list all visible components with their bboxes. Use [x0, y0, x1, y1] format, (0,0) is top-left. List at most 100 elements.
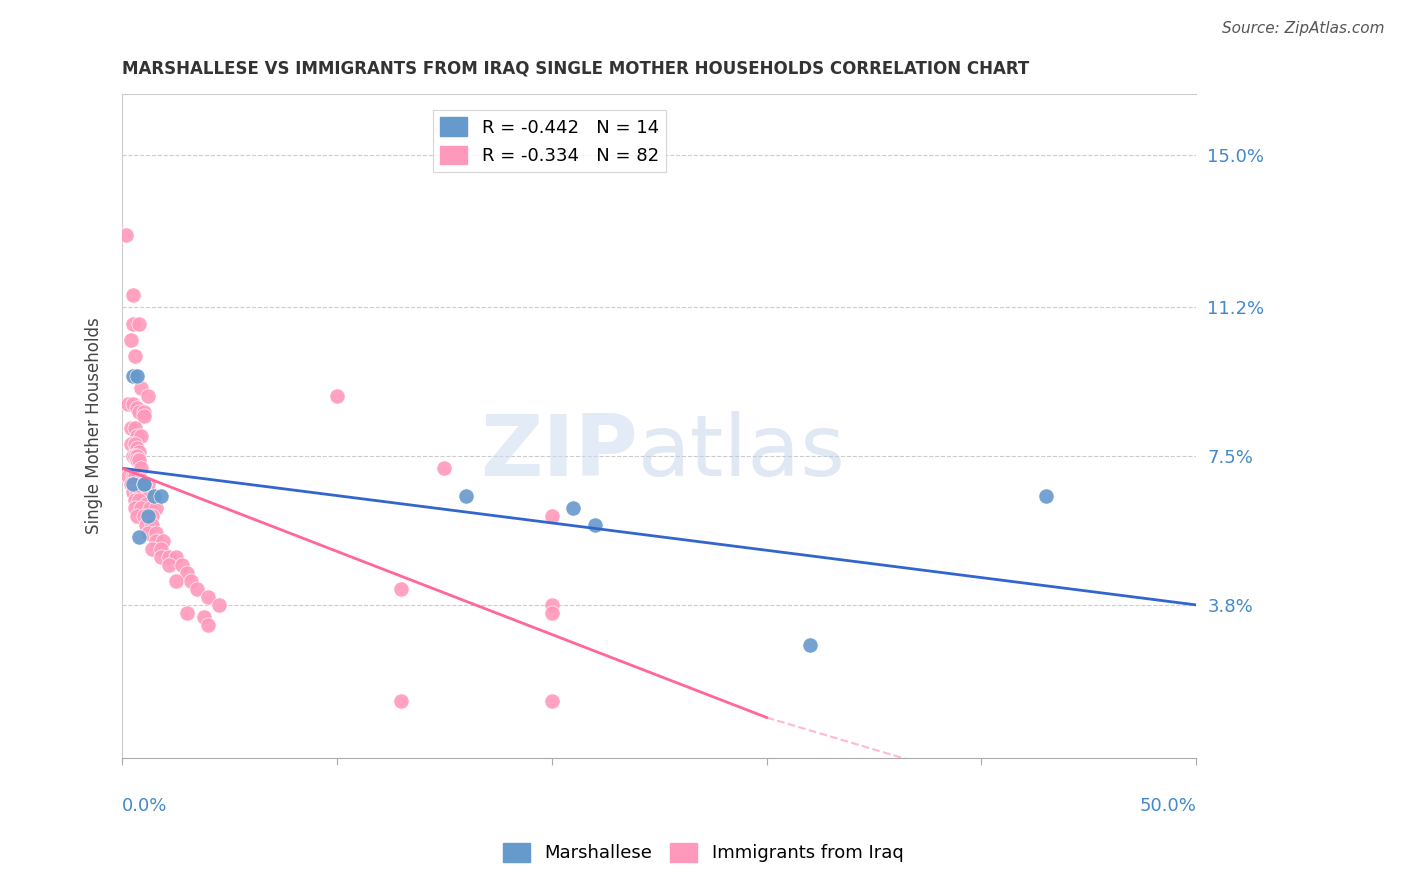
Point: [165, 549, 187, 564]
Point: [145, 501, 167, 516]
Text: MARSHALLESE VS IMMIGRANTS FROM IRAQ SINGLE MOTHER HOUSEHOLDS CORRELATION CHART: MARSHALLESE VS IMMIGRANTS FROM IRAQ SING…: [122, 60, 1029, 78]
Point: [141, 509, 163, 524]
Point: [326, 389, 349, 403]
Point: [127, 449, 149, 463]
Point: [124, 469, 146, 483]
Point: [197, 590, 219, 604]
Point: [145, 525, 167, 540]
Point: [139, 501, 162, 516]
Point: [124, 449, 146, 463]
Point: [389, 582, 412, 596]
Point: [124, 349, 146, 363]
Point: [127, 477, 149, 491]
Point: [135, 498, 157, 512]
Point: [124, 501, 146, 516]
Point: [128, 493, 150, 508]
Point: [127, 485, 149, 500]
Text: 50.0%: 50.0%: [1139, 797, 1197, 814]
Point: [193, 610, 215, 624]
Point: [157, 558, 180, 572]
Point: [121, 288, 143, 302]
Text: 0.0%: 0.0%: [122, 797, 167, 814]
Point: [121, 485, 143, 500]
Text: ZIP: ZIP: [479, 411, 638, 494]
Text: Source: ZipAtlas.com: Source: ZipAtlas.com: [1222, 21, 1385, 36]
Point: [124, 368, 146, 383]
Point: [197, 618, 219, 632]
Point: [149, 489, 172, 503]
Point: [180, 574, 202, 588]
Point: [131, 429, 153, 443]
Point: [172, 558, 194, 572]
Point: [120, 437, 142, 451]
Point: [121, 368, 143, 383]
Point: [121, 397, 143, 411]
Legend: Marshallese, Immigrants from Iraq: Marshallese, Immigrants from Iraq: [495, 836, 911, 870]
Point: [208, 598, 231, 612]
Point: [132, 405, 155, 419]
Point: [176, 606, 198, 620]
Point: [433, 461, 456, 475]
Point: [540, 694, 562, 708]
Point: [127, 453, 149, 467]
Point: [132, 409, 155, 423]
Legend: R = -0.442   N = 14, R = -0.334   N = 82: R = -0.442 N = 14, R = -0.334 N = 82: [433, 110, 666, 172]
Point: [121, 477, 143, 491]
Point: [124, 493, 146, 508]
Point: [132, 477, 155, 491]
Point: [165, 574, 187, 588]
Point: [127, 441, 149, 455]
Point: [128, 530, 150, 544]
Point: [141, 517, 163, 532]
Point: [121, 449, 143, 463]
Point: [136, 509, 159, 524]
Point: [583, 517, 606, 532]
Point: [124, 421, 146, 435]
Point: [124, 437, 146, 451]
Point: [799, 638, 821, 652]
Point: [540, 598, 562, 612]
Point: [136, 389, 159, 403]
Point: [127, 401, 149, 415]
Point: [132, 485, 155, 500]
Point: [152, 533, 174, 548]
Point: [127, 429, 149, 443]
Y-axis label: Single Mother Households: Single Mother Households: [86, 318, 103, 534]
Text: atlas: atlas: [638, 411, 845, 494]
Point: [136, 525, 159, 540]
Point: [120, 477, 142, 491]
Point: [149, 541, 172, 556]
Point: [540, 606, 562, 620]
Point: [136, 489, 159, 503]
Point: [141, 541, 163, 556]
Point: [1035, 489, 1057, 503]
Point: [120, 421, 142, 435]
Point: [157, 549, 180, 564]
Point: [128, 317, 150, 331]
Point: [136, 477, 159, 491]
Point: [128, 405, 150, 419]
Point: [127, 509, 149, 524]
Point: [131, 501, 153, 516]
Point: [121, 317, 143, 331]
Point: [454, 489, 477, 503]
Point: [143, 489, 166, 503]
Point: [389, 694, 412, 708]
Point: [131, 473, 153, 487]
Point: [117, 469, 139, 483]
Point: [128, 445, 150, 459]
Point: [149, 549, 172, 564]
Point: [145, 533, 167, 548]
Point: [128, 453, 150, 467]
Point: [186, 582, 208, 596]
Point: [117, 397, 139, 411]
Point: [540, 509, 562, 524]
Point: [135, 517, 157, 532]
Point: [176, 566, 198, 580]
Point: [132, 477, 155, 491]
Point: [127, 368, 149, 383]
Point: [121, 469, 143, 483]
Point: [132, 509, 155, 524]
Point: [120, 333, 142, 347]
Point: [131, 381, 153, 395]
